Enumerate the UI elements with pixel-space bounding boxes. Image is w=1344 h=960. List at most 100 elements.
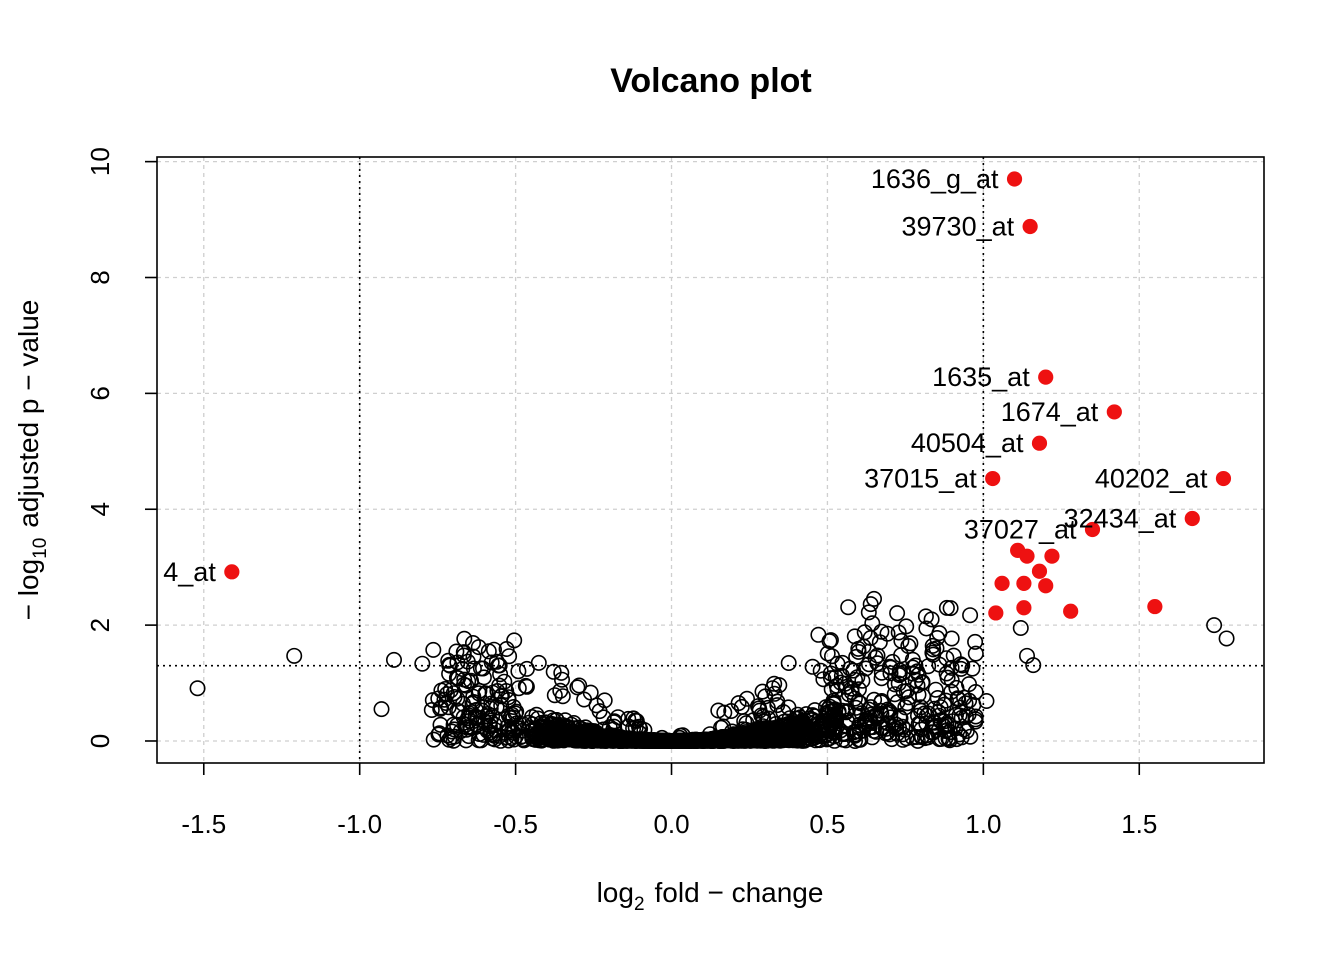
data-point [456, 630, 473, 647]
data-point [582, 684, 599, 701]
significant-point-3 [1031, 563, 1048, 579]
data-point [840, 599, 857, 616]
data-point-nonsig-6 [978, 693, 995, 710]
labeled-point-0 [1006, 171, 1023, 187]
data-point [543, 728, 560, 745]
data-point [474, 660, 491, 677]
significant-points [224, 171, 1232, 621]
y-tick-label-1: 2 [85, 618, 115, 632]
data-point [862, 596, 879, 613]
data-point [474, 702, 491, 719]
data-point [927, 681, 944, 698]
gene-label-6: 40202_at [1095, 464, 1208, 494]
data-point [916, 730, 933, 747]
data-point [949, 690, 966, 707]
data-point [491, 657, 508, 674]
data-point [964, 660, 981, 677]
data-point [962, 728, 979, 745]
data-point [822, 717, 839, 734]
data-point [464, 634, 481, 651]
data-point [448, 643, 465, 660]
data-point-nonsig-0 [189, 680, 206, 697]
data-point [733, 698, 750, 715]
data-point [956, 689, 973, 706]
data-point [944, 713, 961, 730]
data-point [546, 687, 563, 704]
data-point [437, 680, 454, 697]
data-point [812, 662, 829, 679]
data-point [885, 718, 902, 735]
data-point [962, 607, 979, 624]
data-point [423, 701, 440, 718]
data-point-nonsig-5 [1218, 630, 1235, 647]
data-point [442, 682, 459, 699]
data-point [939, 722, 956, 739]
data-point [891, 665, 908, 682]
data-point [872, 702, 889, 719]
data-point [967, 633, 984, 650]
y-tick-label-2: 4 [85, 502, 115, 516]
data-point [465, 693, 482, 710]
data-point [506, 632, 523, 649]
data-point [757, 688, 774, 705]
data-point [596, 692, 613, 709]
data-point [846, 732, 863, 749]
data-point [820, 719, 837, 736]
data-point [536, 716, 553, 733]
data-point [948, 679, 965, 696]
labeled-point-8 [1084, 521, 1101, 538]
data-point [837, 732, 854, 749]
x-axis-label: log2 fold − change [597, 877, 824, 915]
data-point [487, 721, 504, 738]
gene-label-8: 37027_at [964, 515, 1077, 545]
data-point [569, 679, 586, 696]
data-point [553, 671, 570, 688]
y-axis: 0 2 4 6 8 10 [85, 147, 157, 748]
data-point [904, 651, 921, 668]
data-point [694, 732, 711, 749]
data-point [899, 695, 916, 712]
data-point [802, 721, 819, 738]
data-point [527, 721, 544, 738]
data-point [826, 721, 843, 738]
data-point [647, 732, 664, 749]
data-point [850, 640, 867, 657]
data-point [873, 670, 890, 687]
data-point [881, 702, 898, 719]
data-point [827, 669, 844, 686]
data-point [942, 600, 959, 617]
data-point [554, 688, 571, 705]
data-point [500, 707, 517, 724]
data-point [501, 648, 518, 665]
data-point [954, 657, 971, 674]
data-point [967, 713, 984, 730]
data-point [425, 731, 442, 748]
data-point [510, 680, 527, 697]
data-point [766, 685, 783, 702]
data-point [775, 703, 792, 720]
data-point [550, 725, 567, 742]
data-point [821, 633, 838, 650]
data-point [440, 699, 457, 716]
data-point [493, 697, 510, 714]
data-point [441, 656, 458, 673]
data-point [747, 731, 764, 748]
gene-label-5: 37015_at [864, 464, 977, 494]
data-point [924, 644, 941, 661]
nonsignificant-points [189, 617, 1235, 718]
significant-point-6 [1038, 578, 1054, 594]
data-point [867, 649, 884, 666]
y-tick-label-0: 0 [85, 734, 115, 748]
data-point [847, 699, 864, 716]
data-point [932, 699, 949, 716]
data-point [571, 730, 588, 747]
gene-label-1: 39730_at [902, 212, 1015, 242]
data-point [530, 654, 547, 671]
data-point [459, 653, 476, 670]
data-point [889, 605, 906, 622]
significant-point-9 [1063, 603, 1079, 619]
data-point [517, 677, 534, 694]
data-point [828, 709, 845, 726]
data-point [900, 689, 917, 706]
gene-label-4: 40504_at [911, 428, 1024, 458]
